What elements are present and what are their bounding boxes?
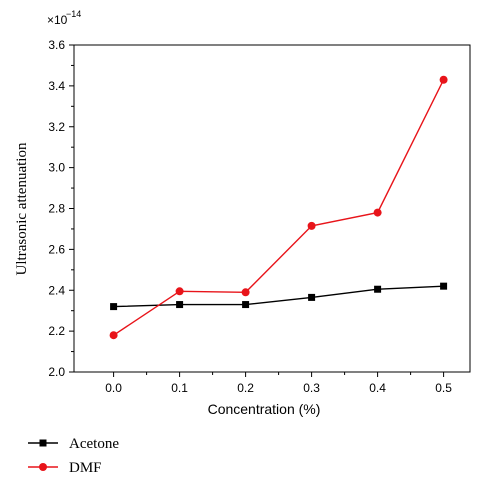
y-tick-label: 3.4 — [48, 79, 65, 93]
ticks: 2.0 2.2 2.4 2.6 2.8 3.0 3.2 3.4 3.6 0.0 0.1 0.2 0.3 0… — [48, 38, 452, 395]
x-axis-label: Concentration (%) — [208, 401, 321, 417]
y-multiplier-base: ×10 — [47, 13, 68, 27]
series-dmf-line — [113, 79, 445, 336]
legend-item-dmf: DMF — [28, 460, 102, 476]
legend-marker-dmf — [39, 463, 47, 471]
y-tick-label: 3.6 — [48, 38, 65, 52]
legend-label-dmf: DMF — [69, 460, 102, 476]
y-tick-label: 2.0 — [48, 365, 65, 379]
series-acetone-point — [242, 301, 250, 309]
series-acetone-point — [176, 301, 184, 309]
x-tick-label: 0.0 — [105, 381, 122, 395]
y-tick-label: 2.6 — [48, 242, 65, 256]
legend: Acetone DMF — [28, 436, 119, 476]
y-tick-label: 2.4 — [48, 283, 65, 297]
y-multiplier-exponent: −14 — [66, 9, 81, 19]
y-tick-label: 3.0 — [48, 161, 65, 175]
legend-item-acetone: Acetone — [28, 436, 119, 452]
series-acetone — [110, 282, 448, 311]
series-dmf-point — [439, 75, 448, 84]
series-acetone-point — [440, 282, 448, 290]
series-dmf-point — [241, 288, 250, 297]
y-tick-label: 2.2 — [48, 324, 65, 338]
series-acetone-point — [110, 303, 118, 311]
series-acetone-point — [374, 285, 382, 293]
series-dmf — [109, 75, 448, 340]
series-dmf-point — [373, 208, 382, 217]
y-multiplier: ×10 −14 — [47, 9, 81, 27]
series-dmf-point — [175, 287, 184, 296]
x-tick-label: 0.3 — [303, 381, 320, 395]
legend-marker-acetone — [39, 439, 47, 447]
legend-label-acetone: Acetone — [69, 436, 119, 452]
series-dmf-point — [307, 221, 316, 230]
x-tick-label: 0.1 — [171, 381, 188, 395]
y-tick-label: 3.2 — [48, 120, 65, 134]
x-tick-label: 0.5 — [435, 381, 452, 395]
x-tick-label: 0.4 — [369, 381, 386, 395]
axes — [73, 44, 471, 373]
series-layer — [109, 75, 448, 340]
x-tick-label: 0.2 — [237, 381, 254, 395]
series-acetone-point — [308, 293, 316, 301]
y-axis-label: Ultrasonic attenuation — [14, 142, 30, 275]
y-tick-label: 2.8 — [48, 202, 65, 216]
series-dmf-point — [109, 331, 118, 340]
plot-frame — [73, 44, 471, 373]
series-acetone-line — [113, 285, 444, 308]
